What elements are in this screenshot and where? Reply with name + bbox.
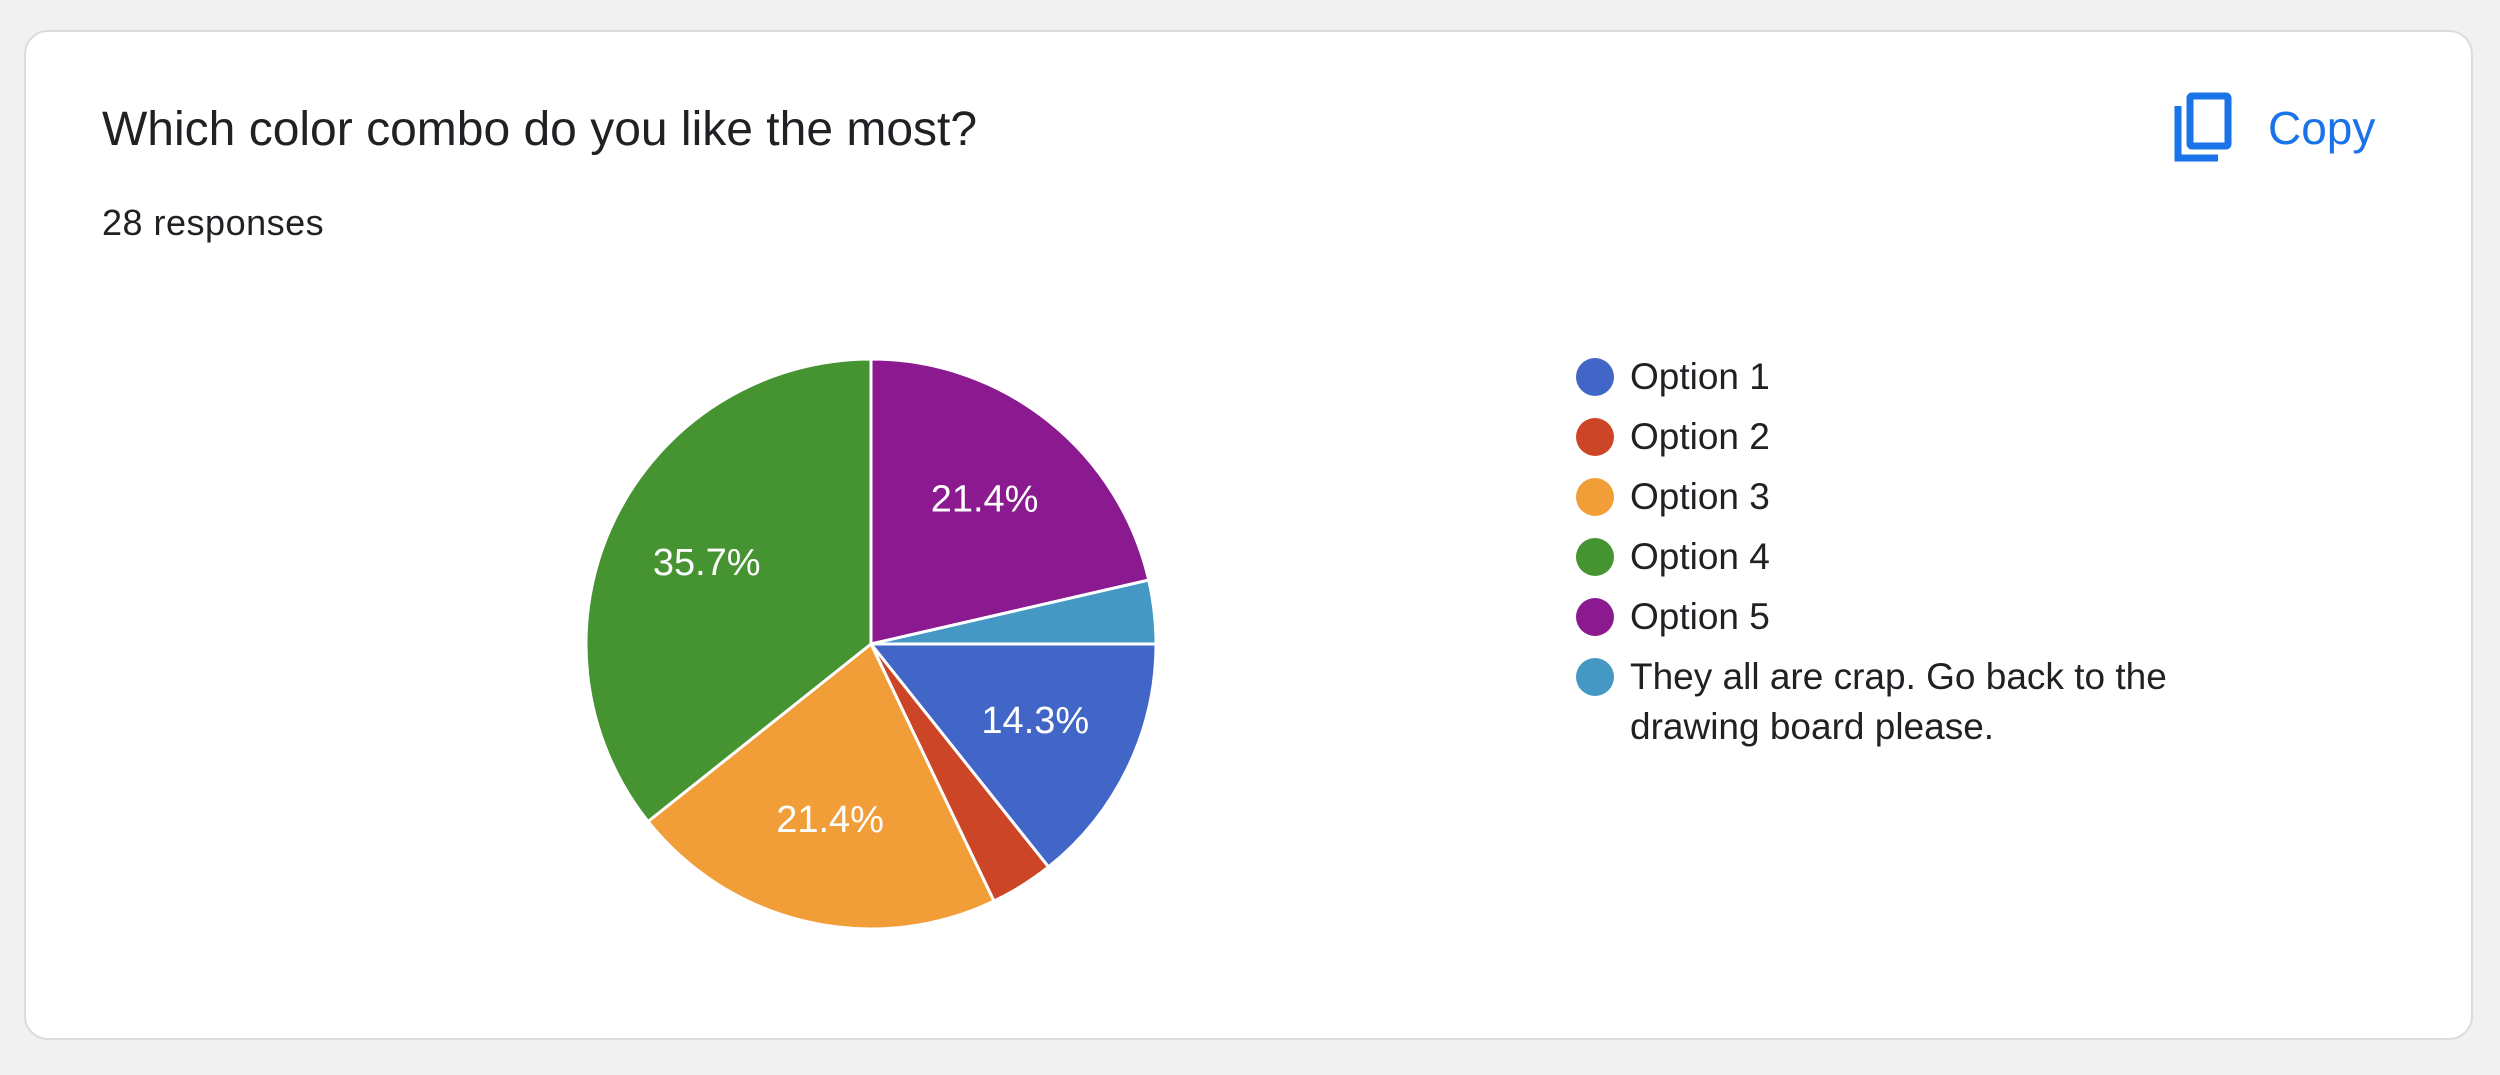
legend-label: Option 4 — [1630, 536, 1770, 577]
legend-item: Option 5 — [1576, 592, 2210, 642]
pie-slice — [870, 578, 1158, 646]
legend-label: Option 5 — [1630, 596, 1770, 637]
response-count: 28 responses — [102, 202, 325, 243]
pie-slice — [867, 642, 1158, 870]
copy-button[interactable]: Copy — [2170, 92, 2375, 164]
slice-label: 21.4% — [776, 799, 884, 841]
legend-swatch — [1576, 598, 1614, 636]
legend-swatch — [1576, 658, 1614, 696]
legend-swatch — [1576, 478, 1614, 516]
legend-label: Option 3 — [1630, 476, 1770, 517]
legend-item: Option 3 — [1576, 472, 2210, 522]
legend: Option 1 Option 2 Option 3 Option 4 Option 5… — [1576, 352, 2210, 762]
slice-label: 21.4% — [931, 478, 1039, 520]
legend-item: Option 2 — [1576, 412, 2210, 462]
legend-label: Option 1 — [1630, 356, 1770, 397]
legend-item: Option 4 — [1576, 532, 2210, 582]
slice-label: 35.7% — [653, 542, 761, 584]
legend-swatch — [1576, 358, 1614, 396]
copy-label: Copy — [2268, 102, 2376, 154]
legend-item: They all are crap. Go back to the drawin… — [1576, 652, 2210, 752]
copy-icon — [2174, 92, 2232, 162]
legend-swatch — [1576, 538, 1614, 576]
legend-label: They all are crap. Go back to the drawin… — [1630, 656, 2167, 747]
legend-label: Option 2 — [1630, 416, 1770, 457]
pie-chart: 14.3% 21.4% 35.7% 21.4% — [584, 357, 1158, 931]
slice-label: 14.3% — [981, 700, 1089, 742]
pie-slice — [584, 357, 873, 824]
summary-card: Which color combo do you like the most? … — [24, 30, 2473, 1040]
legend-item: Option 1 — [1576, 352, 2210, 402]
pie-slice — [869, 357, 1151, 646]
pie-slice — [645, 641, 996, 931]
question-title: Which color combo do you like the most? — [102, 103, 978, 156]
legend-swatch — [1576, 418, 1614, 456]
